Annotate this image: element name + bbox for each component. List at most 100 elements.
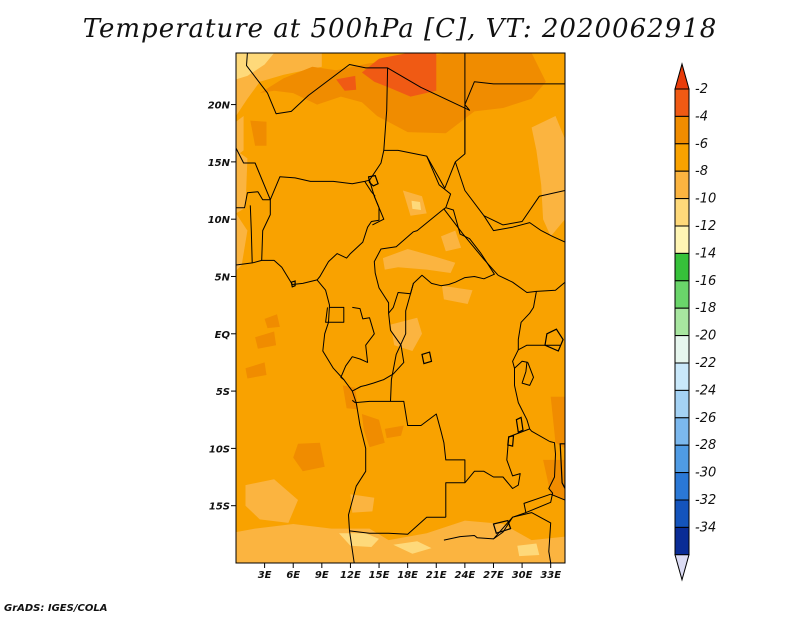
- country-border: [390, 400, 466, 518]
- country-border: [483, 215, 565, 243]
- lon-tick-label: 3E: [258, 570, 272, 581]
- temperature-contour: [236, 53, 275, 80]
- colorbar-swatch: [674, 225, 690, 254]
- colorbar-swatch: [674, 362, 690, 391]
- country-border: [246, 53, 471, 115]
- temperature-field: [236, 53, 565, 563]
- country-border: [443, 208, 499, 276]
- lon-tick-label: 12E: [340, 570, 361, 581]
- temperature-contour: [255, 331, 277, 349]
- temperature-contour: [236, 520, 565, 563]
- colorbar-label: -28: [695, 438, 716, 453]
- country-border: [352, 313, 405, 392]
- lat-tick-label: 10S: [209, 444, 230, 455]
- lake-outline: [367, 174, 379, 187]
- country-border: [236, 191, 271, 209]
- temperature-contour: [384, 425, 404, 439]
- colorbar-top-arrow: [674, 62, 690, 90]
- temperature-contour: [339, 533, 379, 547]
- colorbar-swatch: [674, 444, 690, 474]
- temperature-contour: [441, 230, 462, 252]
- temperature-contour: [245, 362, 267, 379]
- lake-outline: [559, 443, 565, 489]
- country-border: [454, 161, 565, 226]
- temperature-contour: [336, 75, 357, 91]
- country-border: [249, 205, 253, 263]
- temperature-contour: [236, 150, 248, 214]
- lake-outline: [492, 519, 512, 534]
- colorbar-label: -8: [695, 164, 708, 179]
- country-borders: [236, 53, 565, 563]
- field-base: [236, 53, 565, 563]
- lon-tick-label: 9E: [315, 570, 329, 581]
- temperature-contour: [361, 414, 385, 448]
- colorbar-label: -30: [695, 466, 716, 481]
- country-border: [364, 181, 376, 197]
- temperature-contour: [543, 459, 565, 500]
- colorbar-label: -18: [695, 301, 716, 316]
- temperature-contour: [442, 285, 473, 304]
- temperature-contour: [245, 479, 298, 523]
- country-border: [351, 283, 414, 404]
- lat-tick-label: 5N: [215, 272, 231, 283]
- lake-outline: [421, 351, 433, 365]
- colorbar-swatch: [674, 499, 690, 528]
- temperature-contour: [531, 116, 565, 237]
- lon-tick-label: 33E: [540, 570, 561, 581]
- lon-tick-label: 30E: [512, 570, 533, 581]
- lon-tick-label: 21E: [426, 570, 447, 581]
- temperature-contour: [550, 396, 565, 449]
- map-title: Temperature at 500hPa [C], VT: 202006291…: [82, 14, 718, 44]
- colorbar-label: -22: [695, 356, 716, 371]
- country-border: [372, 196, 385, 226]
- lake-outline: [290, 280, 296, 288]
- colorbar-swatch: [674, 526, 690, 556]
- country-border: [443, 441, 556, 541]
- country-border: [464, 428, 530, 489]
- colorbar-label: -12: [695, 219, 716, 234]
- lat-tick-label: 15S: [209, 502, 230, 513]
- temperature-contour: [236, 116, 244, 157]
- temperature-contour: [411, 200, 421, 210]
- colorbar-swatch: [674, 389, 690, 419]
- lat-tick-label: 5S: [216, 387, 230, 398]
- latitude-axis: 20N 15N 10N 5N EQ 5S 10S 15S: [208, 101, 236, 513]
- country-border: [517, 291, 561, 351]
- temperature-contour: [250, 120, 267, 146]
- grads-credit: GrADS: IGES/COLA: [4, 603, 108, 614]
- lake-outline: [515, 416, 524, 434]
- lake-outline: [544, 328, 564, 352]
- colorbar-label: -6: [695, 137, 708, 152]
- colorbar-swatch: [674, 417, 690, 446]
- map-frame: [235, 52, 566, 564]
- country-border: [514, 368, 550, 442]
- colorbar-label: -16: [695, 274, 716, 289]
- country-border: [523, 493, 551, 513]
- country-border: [497, 274, 565, 293]
- colorbar-label: -26: [695, 411, 716, 426]
- colorbar-swatch: [674, 307, 690, 337]
- lat-tick-label: 20N: [208, 101, 231, 112]
- temperature-contour: [382, 249, 456, 273]
- colorbar-swatch: [674, 88, 690, 117]
- colorbar-swatch: [674, 198, 690, 227]
- country-border: [236, 67, 389, 201]
- lake-outline: [507, 435, 515, 447]
- lon-tick-label: 27E: [483, 570, 504, 581]
- country-border: [236, 259, 367, 563]
- longitude-axis: 3E 6E 9E 12E 15E 18E 21E 24E 27E 30E 33E: [258, 563, 561, 581]
- colorbar-label: -4: [695, 109, 708, 124]
- country-border: [521, 362, 534, 386]
- colorbar-label: -32: [695, 493, 716, 508]
- temperature-contour: [342, 385, 359, 410]
- country-border: [340, 306, 375, 380]
- colorbar-swatch: [674, 335, 690, 364]
- lat-tick-label: EQ: [215, 330, 231, 341]
- lon-tick-label: 6E: [286, 570, 300, 581]
- temperature-contour: [390, 317, 422, 351]
- colorbar-label: -34: [695, 520, 716, 535]
- temperature-contour: [264, 314, 280, 329]
- colorbar-swatch: [674, 115, 690, 145]
